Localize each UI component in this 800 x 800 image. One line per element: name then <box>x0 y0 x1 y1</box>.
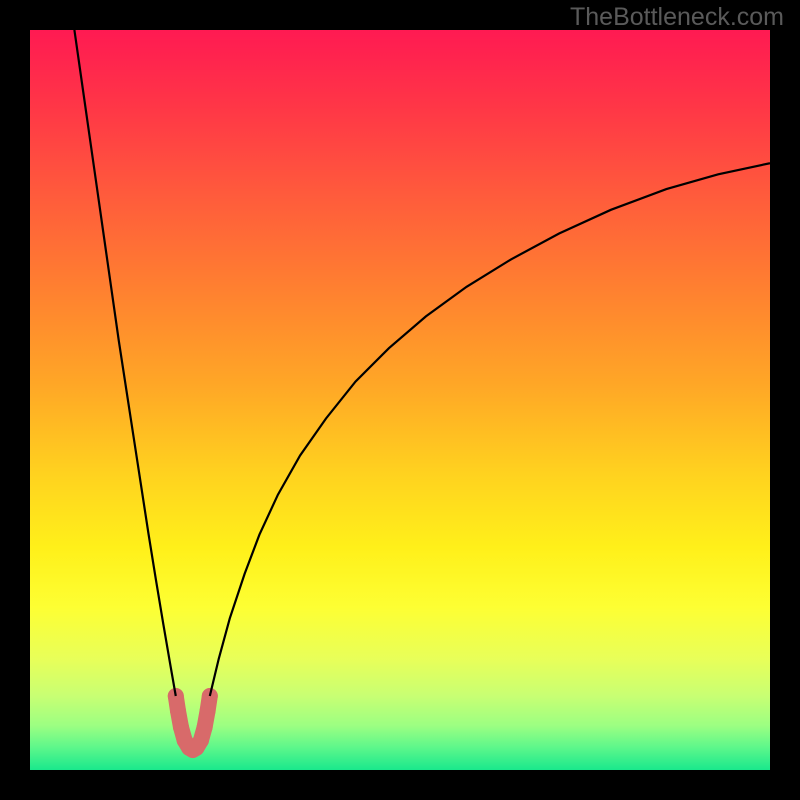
watermark-text: TheBottleneck.com <box>570 3 784 32</box>
highlight-dot <box>170 703 186 719</box>
highlight-dot <box>200 703 216 719</box>
chart-frame: TheBottleneck.com <box>0 0 800 800</box>
gradient-background <box>30 30 770 770</box>
chart-svg <box>30 30 770 770</box>
highlight-dot <box>197 719 213 735</box>
plot-area <box>30 30 770 770</box>
